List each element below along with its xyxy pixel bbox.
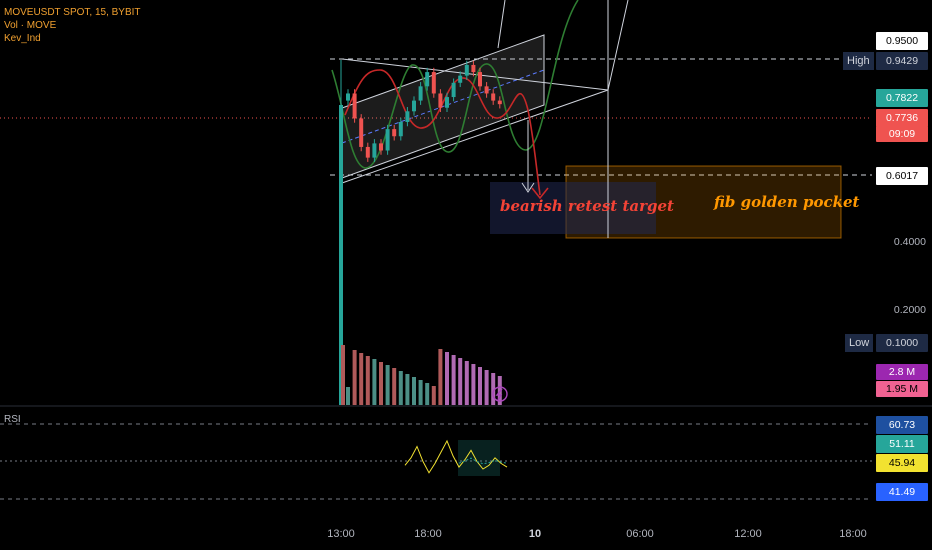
rsi-label-upper: 60.73 [876, 416, 928, 434]
volume-bar [341, 345, 345, 405]
time-tick-1800b: 18:00 [839, 528, 867, 540]
bearish-target-box [490, 182, 656, 234]
volume-bar [352, 350, 357, 405]
volume-label-2: 1.95 M [876, 381, 928, 397]
candle [398, 121, 403, 137]
bearish-annotation: bearish retest target [500, 197, 674, 215]
candle [491, 93, 496, 101]
volume-bar [365, 356, 370, 405]
channel-mid-line [341, 69, 545, 144]
candle [445, 97, 449, 108]
rsi-label-mid: 51.11 [876, 435, 928, 453]
candle [346, 93, 350, 101]
price-label-last: 0.7736 [876, 109, 928, 127]
breakout-line-1 [497, 0, 506, 49]
rsi-line [404, 439, 508, 474]
lightning-icon [492, 386, 508, 402]
time-tick-1800: 18:00 [414, 528, 442, 540]
candle [425, 72, 430, 87]
time-tick-day10: 10 [528, 528, 542, 540]
price-label-0782: 0.7822 [876, 89, 928, 107]
candle [352, 93, 357, 119]
volume-bar [346, 387, 350, 405]
volume-bar [484, 370, 489, 405]
volume-bar [491, 373, 496, 405]
volume-bar [497, 376, 502, 405]
volume-bar [458, 358, 463, 405]
low-tag: Low [845, 334, 874, 352]
symbol-title[interactable]: MOVEUSDT SPOT, 15, BYBIT [4, 7, 141, 18]
volume-bar [379, 362, 383, 405]
volume-indicator-label[interactable]: Vol · MOVE [4, 20, 57, 31]
price-label-020: 0.2000 [893, 304, 926, 316]
candles-group [346, 60, 502, 162]
price-label-high: 0.9429 [876, 52, 928, 70]
volume-bar [451, 355, 456, 405]
volume-group [341, 345, 502, 405]
price-label-low: 0.1000 [876, 334, 928, 352]
rsi-label-value: 45.94 [876, 454, 928, 472]
volume-bar [372, 359, 377, 405]
candle [359, 118, 364, 147]
high-tag: High [843, 52, 874, 70]
candle [458, 75, 463, 83]
wedge-lower-line [341, 89, 609, 184]
red-arrow-head [531, 187, 549, 200]
candle [385, 129, 390, 151]
volume-bar [418, 380, 423, 405]
candle [451, 82, 456, 98]
candle [471, 64, 476, 73]
time-tick-1300: 13:00 [327, 528, 355, 540]
custom-indicator-label[interactable]: Kev_Ind [4, 33, 41, 44]
countdown-label: 09:09 [876, 126, 928, 142]
rsi-ma-line [458, 457, 508, 465]
volume-bar [392, 368, 397, 405]
green-wave [331, 0, 579, 169]
candle [405, 111, 410, 122]
chart-legend: MOVEUSDT SPOT, 15, BYBIT Vol · MOVE Kev_… [4, 6, 141, 45]
volume-bar [478, 367, 482, 405]
price-label-040: 0.4000 [893, 236, 926, 248]
wedge-upper-line [341, 58, 609, 91]
volume-bar [431, 386, 436, 405]
candle [418, 86, 423, 101]
bearish-arrow-head [521, 182, 535, 193]
volume-bar [412, 377, 416, 405]
lightning-icon-bolt [495, 388, 503, 401]
volume-bar [471, 364, 476, 405]
rsi-label-lower: 41.49 [876, 483, 928, 501]
candle [497, 100, 502, 105]
rsi-bb-box [458, 440, 500, 476]
candle [365, 146, 370, 158]
volume-bar [385, 365, 390, 405]
candle [464, 64, 469, 76]
breakout-line-2 [607, 0, 629, 91]
fib-annotation: fib golden pocket [714, 193, 860, 211]
volume-bar [438, 349, 443, 405]
volume-bar [464, 361, 469, 405]
candle [372, 143, 377, 158]
price-label-0950: 0.9500 [876, 32, 928, 50]
launch-candle [339, 105, 343, 405]
time-tick-1200: 12:00 [734, 528, 762, 540]
candle [478, 72, 482, 87]
volume-bar [359, 353, 364, 405]
volume-label-1: 2.8 M [876, 364, 928, 380]
volume-bar [445, 352, 449, 405]
candle [392, 129, 397, 137]
volume-bar [398, 371, 403, 405]
candle [379, 143, 383, 151]
time-tick-0600: 06:00 [626, 528, 654, 540]
candle [484, 86, 489, 94]
volume-bar [425, 383, 430, 405]
candle [412, 100, 416, 112]
price-label-0602: 0.6017 [876, 167, 928, 185]
candle [431, 72, 436, 94]
candle [438, 93, 443, 108]
volume-bar [405, 374, 410, 405]
rsi-title[interactable]: RSI [4, 414, 21, 425]
